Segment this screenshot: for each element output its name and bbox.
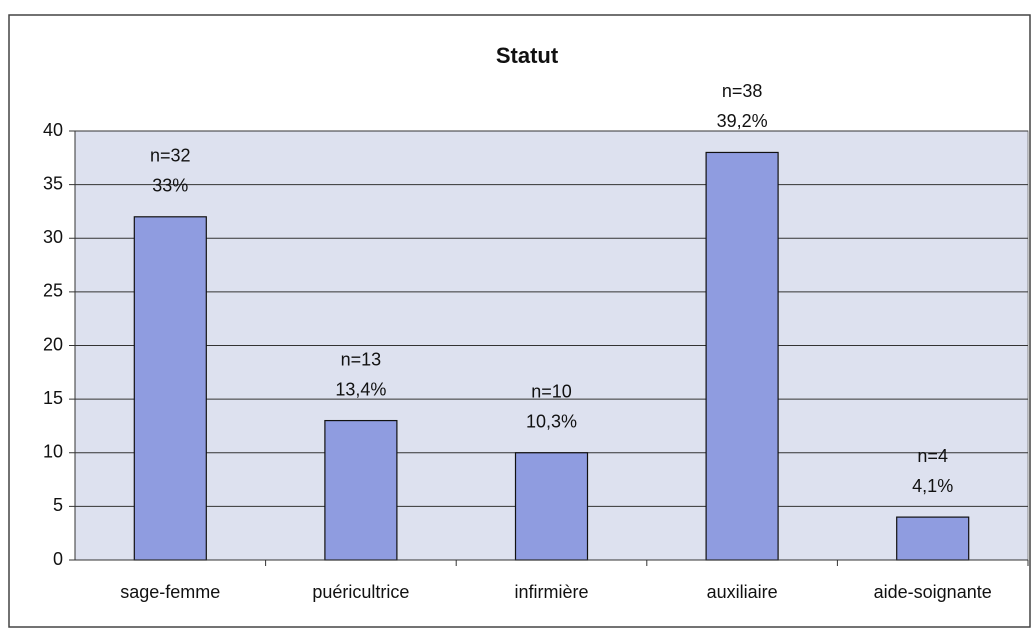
value-label: n=4 (917, 446, 948, 466)
x-tick-label: puéricultrice (312, 582, 409, 602)
value-label: n=13 (341, 349, 382, 369)
y-tick-label: 20 (43, 334, 63, 354)
bar (896, 516, 970, 561)
y-tick-label: 5 (53, 495, 63, 515)
percent-label: 33% (152, 176, 188, 196)
y-tick-label: 30 (43, 227, 63, 247)
value-label: n=32 (150, 146, 191, 166)
x-tick-label: auxiliaire (707, 582, 778, 602)
bar (133, 216, 207, 561)
chart-title: Statut (496, 43, 559, 68)
y-tick-label: 15 (43, 388, 63, 408)
percent-label: 13,4% (335, 379, 386, 399)
y-tick-label: 0 (53, 549, 63, 569)
bar (514, 452, 589, 561)
y-tick-label: 25 (43, 281, 63, 301)
y-tick-label: 35 (43, 173, 63, 193)
bar (705, 151, 779, 561)
percent-label: 10,3% (526, 412, 577, 432)
percent-label: 4,1% (912, 476, 953, 496)
y-tick-label: 40 (43, 120, 63, 140)
value-label: n=38 (722, 81, 763, 101)
x-tick-label: aide-soignante (874, 582, 992, 602)
x-tick-label: infirmière (514, 582, 588, 602)
percent-label: 39,2% (717, 111, 768, 131)
y-tick-label: 10 (43, 442, 63, 462)
x-tick-label: sage-femme (120, 582, 220, 602)
bar (324, 419, 398, 561)
value-label: n=10 (531, 382, 572, 402)
